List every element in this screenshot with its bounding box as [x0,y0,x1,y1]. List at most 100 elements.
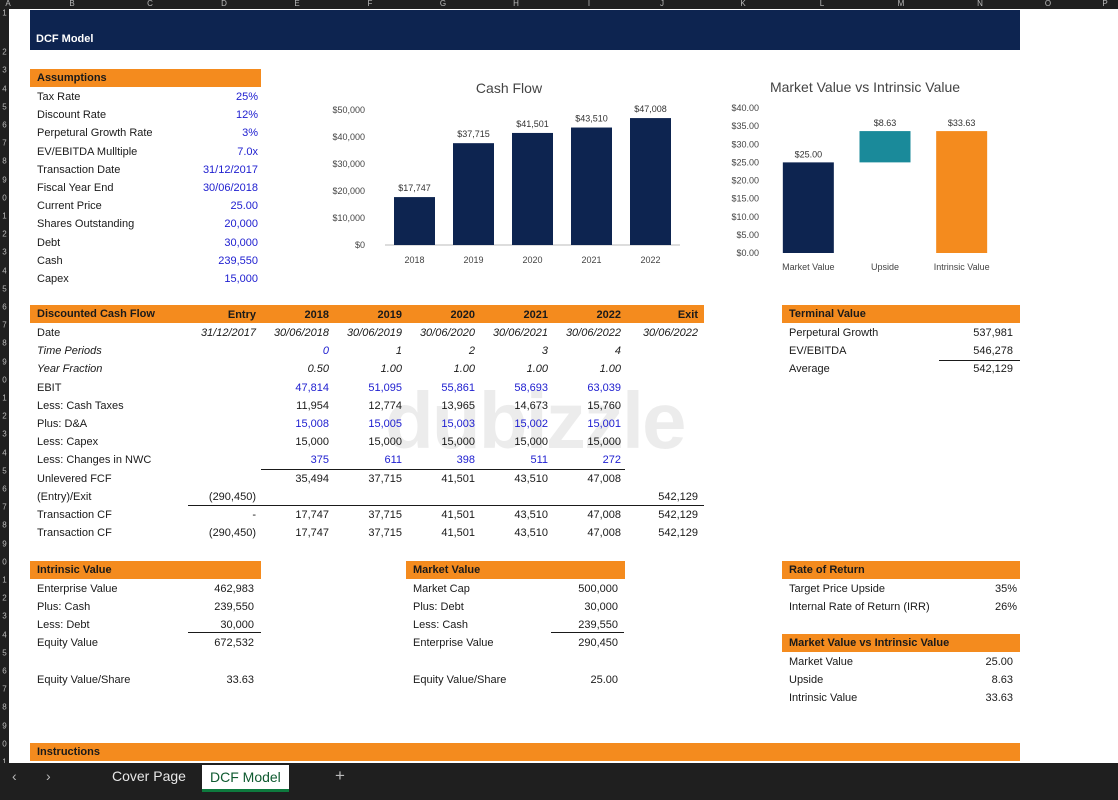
dcf-cell[interactable]: 13,965 [441,399,475,412]
row-number[interactable]: 3 [2,247,7,257]
assumptions-value[interactable]: 31/12/2017 [202,163,258,176]
assumptions-value[interactable]: 30,000 [224,236,258,249]
mvi-value[interactable]: 33.63 [985,692,1013,705]
next-sheet-icon[interactable]: › [46,768,51,784]
column-letter[interactable]: I [587,0,591,8]
terminal-value-header[interactable]: Terminal Value [782,305,1020,323]
dcf-cell[interactable]: 15,008 [295,418,329,430]
column-letter[interactable]: D [221,0,227,8]
row-number[interactable]: 6 [2,302,7,312]
column-letter[interactable]: N [977,0,983,8]
column-letter[interactable]: A [5,0,11,8]
prev-sheet-icon[interactable]: ‹ [12,768,17,784]
tab-dcf-model[interactable]: DCF Model [202,765,289,792]
dcf-cell[interactable]: 15,003 [441,418,475,430]
dcf-cell[interactable]: 30/06/2021 [492,327,548,339]
row-number[interactable]: 5 [2,466,7,476]
dcf-cell[interactable]: 1.00 [526,363,548,376]
intrinsic-value[interactable]: 33.63 [226,674,254,686]
dcf-cell[interactable]: - [252,509,256,521]
dcf-cell[interactable]: 35,494 [295,472,329,485]
column-letter[interactable]: G [439,0,447,8]
assumptions-value[interactable]: 25% [235,91,258,103]
dcf-cell[interactable]: 398 [456,454,475,467]
row-number[interactable]: 8 [2,156,7,166]
assumptions-value[interactable]: 3% [242,127,258,140]
dcf-cell[interactable]: 0.50 [307,363,329,376]
dcf-cell[interactable]: 542,129 [658,490,698,503]
dcf-cell[interactable]: 0 [322,345,329,358]
dcf-cell[interactable]: 1.00 [380,363,402,376]
row-number[interactable]: 1 [2,8,7,18]
market-vs-intrinsic-chart[interactable]: Market Value vs Intrinsic Value $0.00 $5.0… [725,75,1010,275]
terminal-value[interactable]: 542,129 [973,363,1013,376]
intrinsic-value[interactable]: 239,550 [214,601,254,613]
column-letter[interactable]: M [897,0,905,8]
dcf-cell[interactable]: 15,005 [368,418,402,430]
assumptions-value[interactable]: 25.00 [230,200,258,213]
dcf-cell[interactable]: 15,001 [587,418,621,430]
column-letter[interactable]: B [69,0,75,8]
tab-cover-page[interactable]: Cover Page [112,768,186,784]
assumptions-value[interactable]: 239,550 [218,254,258,267]
dcf-cell[interactable]: 1.00 [453,363,475,376]
dcf-cell[interactable]: 542,129 [658,509,698,521]
mvi-value[interactable]: 25.00 [985,656,1013,668]
dcf-cell[interactable]: 30/06/2022 [642,327,698,339]
dcf-cell[interactable]: 37,715 [368,527,402,540]
dcf-cell[interactable]: 1.00 [599,363,621,376]
dcf-cell[interactable]: 15,002 [514,418,548,430]
row-number[interactable]: 0 [2,193,7,203]
dcf-cell[interactable]: 4 [614,345,621,358]
column-letter[interactable]: E [294,0,300,8]
terminal-value[interactable]: 537,981 [973,327,1013,339]
row-number[interactable]: 9 [2,357,7,367]
market-value[interactable]: 290,450 [578,637,618,649]
row-number[interactable]: 7 [2,138,7,148]
dcf-cell[interactable]: 15,000 [514,436,548,449]
dcf-cell[interactable]: 14,673 [514,399,548,412]
dcf-cell[interactable]: 41,501 [441,527,475,540]
intrinsic-value[interactable]: 30,000 [220,619,254,631]
market-value[interactable]: 239,550 [578,619,618,631]
row-number[interactable]: 1 [2,211,7,221]
column-letter[interactable]: C [147,0,153,8]
dcf-cell[interactable]: 30/06/2018 [273,327,329,339]
intrinsic-value[interactable]: 672,532 [214,637,254,649]
dcf-cell[interactable]: 12,774 [368,399,402,412]
row-number[interactable]: 4 [2,448,7,458]
dcf-cell[interactable]: 30/06/2020 [419,327,475,339]
dcf-cell[interactable]: 3 [541,345,548,358]
dcf-cell[interactable]: 15,000 [441,436,475,449]
dcf-cell[interactable]: 2 [468,345,475,358]
dcf-cell[interactable]: 542,129 [658,527,698,540]
dcf-cell[interactable]: 47,814 [295,381,329,394]
dcf-cell[interactable]: 1 [395,345,402,358]
ror-value[interactable]: 26% [994,601,1017,614]
dcf-cell[interactable]: 58,693 [514,381,548,394]
row-number[interactable]: 1 [2,757,7,767]
row-number[interactable]: 9 [2,539,7,549]
intrinsic-value-header[interactable]: Intrinsic Value [30,561,261,579]
dcf-cell[interactable]: 47,008 [587,527,621,540]
dcf-cell[interactable]: 37,715 [368,472,402,485]
mvi-value[interactable]: 8.63 [991,674,1013,687]
row-number[interactable]: 5 [2,284,7,294]
dcf-cell[interactable]: 375 [310,454,329,467]
dcf-cell[interactable]: 611 [384,454,402,467]
row-number[interactable]: 8 [2,702,7,712]
dcf-cell[interactable]: 37,715 [368,509,402,521]
row-number[interactable]: 6 [2,666,7,676]
terminal-value[interactable]: 546,278 [973,345,1013,358]
dcf-cell[interactable]: (290,450) [208,490,256,503]
dcf-cell[interactable]: 511 [530,454,548,467]
assumptions-value[interactable]: 20,000 [224,218,258,231]
dcf-cell[interactable]: 43,510 [514,527,548,540]
add-sheet-icon[interactable]: + [335,766,345,785]
dcf-header[interactable]: Discounted Cash Flow [30,305,704,323]
row-number[interactable]: 0 [2,557,7,567]
row-number[interactable]: 7 [2,684,7,694]
row-number[interactable]: 6 [2,484,7,494]
row-number[interactable]: 2 [2,229,7,239]
dcf-cell[interactable]: 41,501 [441,472,475,485]
